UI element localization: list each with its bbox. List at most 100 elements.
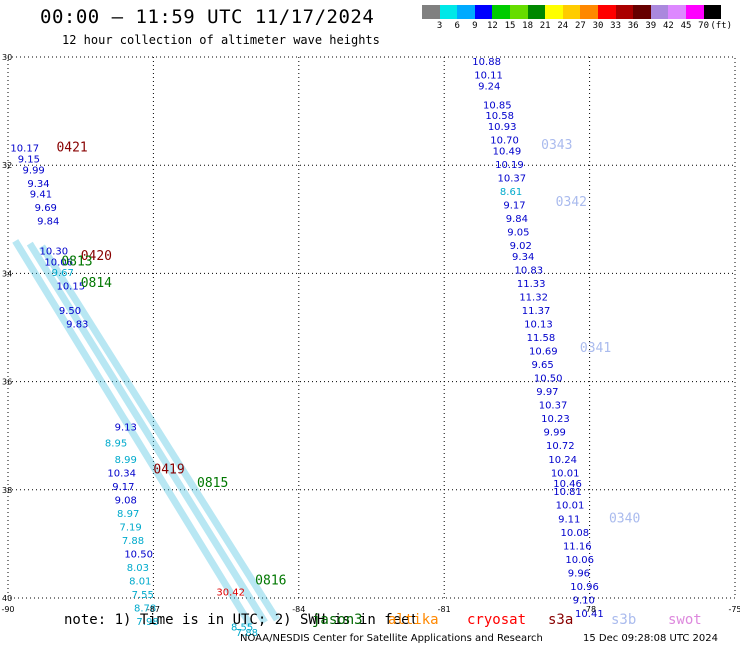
colorbar-swatch — [439, 5, 458, 19]
track-swath — [38, 244, 280, 622]
wave-height-value: 10.88 — [472, 57, 501, 68]
wave-height-value: 11.16 — [563, 541, 592, 552]
legend-item-altika: altika — [388, 612, 439, 628]
wave-height-value: 9.50 — [59, 306, 81, 317]
y-tick-label: 40 — [2, 594, 12, 603]
wave-height-value: 9.24 — [478, 81, 500, 92]
wave-height-value: 11.33 — [517, 279, 546, 290]
track-id-label: 0341 — [580, 341, 611, 356]
wave-height-value: 9.99 — [544, 428, 566, 439]
colorbar-label: 42 — [662, 21, 674, 31]
wave-height-value: 8.99 — [115, 455, 137, 466]
wave-height-value: 10.69 — [529, 347, 558, 358]
wave-height-colorbar — [422, 5, 722, 19]
track-id-label: 0343 — [541, 138, 572, 153]
wave-height-value: 9.05 — [507, 228, 529, 239]
x-tick-label: -90 — [1, 605, 14, 614]
wave-height-value: 9.34 — [512, 252, 534, 263]
wave-height-value: 9.84 — [506, 214, 528, 225]
colorbar-label: 9 — [472, 21, 478, 31]
colorbar-swatch — [492, 5, 510, 19]
colorbar-label: 6 — [454, 21, 460, 31]
wave-height-value: 8.78 — [134, 604, 156, 615]
colorbar-label: 15 — [504, 21, 516, 31]
wave-height-value: 8.01 — [129, 576, 151, 587]
colorbar-label: 45 — [680, 21, 692, 31]
colorbar-label: 24 — [557, 21, 569, 31]
wave-height-value: 10.08 — [561, 528, 590, 539]
x-tick-label: -78 — [583, 605, 596, 614]
wave-height-value: 10.72 — [546, 441, 575, 452]
colorbar-label: 33 — [610, 21, 622, 31]
colorbar-swatch — [562, 5, 581, 19]
wave-height-value: 10.70 — [490, 136, 519, 147]
footer-org: NOAA/NESDIS Center for Satellite Applica… — [240, 633, 543, 644]
wave-height-value: 8.55 — [231, 622, 253, 633]
wave-height-value: 7.88 — [236, 628, 258, 639]
wave-height-value: 10.15 — [56, 282, 85, 293]
wave-height-value: 9.11 — [558, 514, 580, 525]
wave-height-value: 7.98 — [136, 617, 158, 628]
wave-height-value: 9.34 — [27, 179, 49, 190]
track-id-label: 0342 — [556, 195, 587, 210]
wave-height-value: 9.13 — [115, 422, 137, 433]
colorbar-swatch — [597, 5, 616, 19]
wave-height-value: 10.49 — [493, 146, 522, 157]
axis-ticks: -90 -87 -84 -81 -78 -75 30 32 34 36 38 40 — [1, 53, 740, 614]
colorbar-swatch — [422, 5, 440, 19]
wave-height-value: 10.83 — [514, 265, 543, 276]
wave-height-value: 9.97 — [536, 387, 558, 398]
x-tick-label: -84 — [292, 605, 305, 614]
wave-height-value: 9.08 — [115, 495, 137, 506]
wave-height-value: 9.15 — [18, 154, 40, 165]
page-title: 00:00 – 11:59 UTC 11/17/2024 — [40, 6, 375, 28]
wave-height-value: 10.24 — [548, 455, 577, 466]
wave-height-value: 10.50 — [534, 374, 563, 385]
colorbar-labels: 3 6 9 12 15 18 21 24 27 30 33 36 39 42 45 70 (ft) — [422, 21, 740, 33]
track-id-label: 0420 — [81, 249, 112, 264]
colorbar-label: (ft) — [710, 21, 733, 31]
y-tick-label: 38 — [2, 486, 12, 495]
x-tick-label: -75 — [728, 605, 740, 614]
colorbar-label: 12 — [486, 21, 498, 31]
track-id-labels: 0343 0342 0341 0340 0421 0420 0419 0813 0814 0815… — [56, 138, 640, 589]
x-tick-label: -87 — [147, 605, 160, 614]
track-id-label: 0816 — [255, 573, 286, 588]
colorbar-swatch — [650, 5, 669, 19]
wave-height-value: 11.58 — [527, 333, 556, 344]
track-lines — [12, 239, 280, 627]
wave-height-value: 9.65 — [531, 360, 553, 371]
wave-height-value: 10.23 — [541, 414, 570, 425]
colorbar-label: 27 — [574, 21, 586, 31]
track-id-label: 0815 — [197, 476, 228, 491]
track-swath — [12, 239, 254, 627]
wave-height-value: 10.85 — [483, 100, 512, 111]
y-tick-label: 30 — [2, 53, 12, 62]
wave-height-value: 11.32 — [519, 292, 548, 303]
wave-height-value: 9.83 — [66, 320, 88, 331]
colorbar-swatch — [703, 5, 722, 19]
footnote: note: 1) Time is in UTC; 2) SWH is in fe… — [64, 612, 419, 628]
wave-height-value: 10.93 — [488, 122, 517, 133]
wave-height-value: 10.17 — [10, 144, 39, 155]
colorbar-swatch — [580, 5, 598, 19]
colorbar-label: 3 — [436, 21, 443, 31]
wave-height-value: 10.50 — [124, 549, 153, 560]
y-tick-label: 34 — [2, 269, 12, 278]
track-id-label: 0813 — [61, 254, 92, 269]
wave-height-value: 30.42 — [216, 587, 245, 598]
legend-item-s3b: s3b — [611, 612, 637, 628]
x-tick-label: -81 — [438, 605, 451, 614]
wave-height-value: 9.41 — [30, 190, 52, 201]
colorbar-label: 30 — [592, 21, 604, 31]
wave-height-value: 9.17 — [503, 200, 525, 211]
colorbar-swatch — [685, 5, 704, 19]
wave-height-value: 10.01 — [551, 468, 580, 479]
wave-height-value: 10.34 — [107, 468, 136, 479]
wave-height-value: 8.61 — [500, 187, 522, 198]
wave-height-value: 9.96 — [568, 568, 590, 579]
colorbar-label: 21 — [539, 21, 551, 31]
wave-height-value: 9.10 — [573, 595, 595, 606]
